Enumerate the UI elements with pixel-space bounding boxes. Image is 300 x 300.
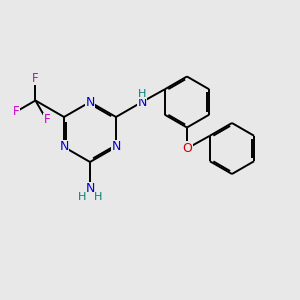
Text: N: N [137, 95, 147, 109]
Text: F: F [32, 71, 39, 85]
Text: N: N [85, 182, 95, 196]
Text: H: H [94, 192, 103, 203]
Text: H: H [77, 192, 86, 203]
Text: O: O [182, 142, 192, 155]
Text: N: N [111, 140, 121, 154]
Text: F: F [13, 105, 19, 118]
Text: N: N [59, 140, 69, 154]
Text: F: F [44, 113, 50, 127]
Text: N: N [85, 95, 95, 109]
Text: H: H [138, 88, 146, 99]
